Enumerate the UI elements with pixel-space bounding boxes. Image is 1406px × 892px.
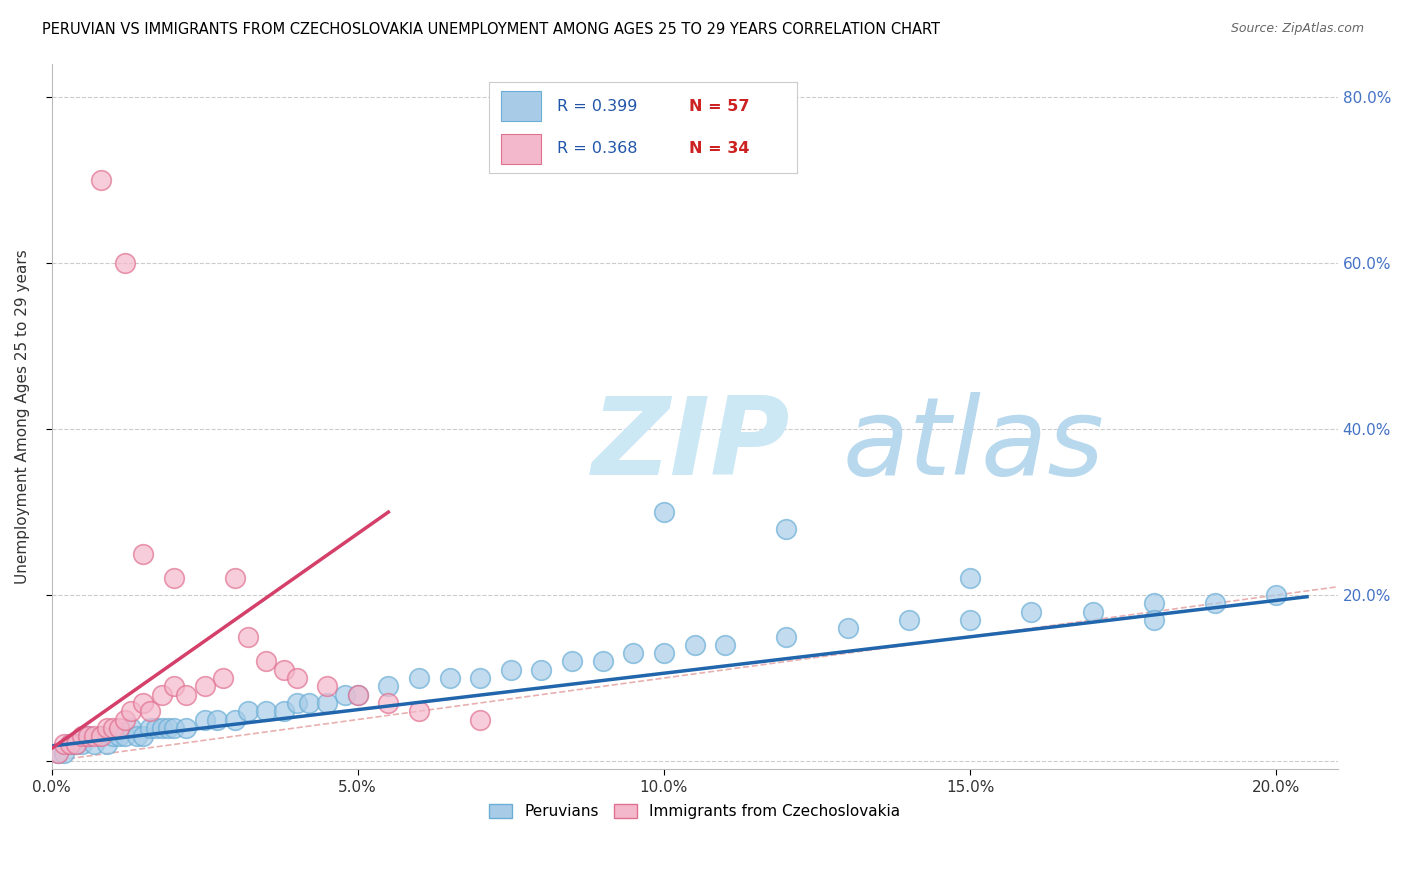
Point: [1265, 588, 1288, 602]
Point: [83, 738, 105, 752]
Point: [114, 256, 136, 270]
Point: [959, 613, 981, 627]
Point: [59, 738, 82, 752]
Point: [335, 688, 357, 702]
Point: [652, 505, 675, 519]
Point: [163, 679, 186, 693]
Point: [254, 704, 277, 718]
Point: [163, 721, 186, 735]
Point: [132, 696, 155, 710]
Point: [120, 704, 142, 718]
Point: [145, 721, 167, 735]
Point: [101, 729, 124, 743]
Point: [714, 638, 737, 652]
Point: [224, 572, 246, 586]
Point: [470, 671, 492, 685]
Point: [408, 704, 430, 718]
Point: [83, 729, 105, 743]
Point: [108, 729, 131, 743]
Point: [236, 704, 259, 718]
Point: [150, 721, 173, 735]
Point: [592, 655, 614, 669]
Point: [163, 572, 186, 586]
Point: [101, 721, 124, 735]
Point: [46, 746, 69, 760]
Point: [897, 613, 920, 627]
Point: [561, 655, 583, 669]
Point: [114, 713, 136, 727]
Point: [77, 729, 100, 743]
Point: [254, 655, 277, 669]
Point: [346, 688, 368, 702]
Text: ZIP: ZIP: [592, 392, 790, 498]
Point: [70, 729, 93, 743]
Point: [775, 522, 797, 536]
Text: atlas: atlas: [842, 392, 1104, 498]
Point: [621, 646, 644, 660]
Point: [285, 696, 308, 710]
Point: [1081, 605, 1104, 619]
Point: [1143, 613, 1166, 627]
Point: [298, 696, 321, 710]
Point: [96, 721, 118, 735]
Point: [96, 738, 118, 752]
Point: [52, 738, 75, 752]
Point: [174, 721, 197, 735]
Point: [65, 738, 87, 752]
Point: [46, 746, 69, 760]
Point: [530, 663, 553, 677]
Point: [194, 713, 217, 727]
Text: PERUVIAN VS IMMIGRANTS FROM CZECHOSLOVAKIA UNEMPLOYMENT AMONG AGES 25 TO 29 YEAR: PERUVIAN VS IMMIGRANTS FROM CZECHOSLOVAK…: [42, 22, 941, 37]
Point: [59, 738, 82, 752]
Point: [1204, 596, 1226, 610]
Point: [174, 688, 197, 702]
Point: [65, 738, 87, 752]
Point: [683, 638, 706, 652]
Point: [959, 572, 981, 586]
Y-axis label: Unemployment Among Ages 25 to 29 years: Unemployment Among Ages 25 to 29 years: [15, 249, 30, 584]
Point: [224, 713, 246, 727]
Point: [127, 729, 149, 743]
Point: [77, 729, 100, 743]
Point: [499, 663, 522, 677]
Point: [89, 729, 111, 743]
Point: [156, 721, 179, 735]
Point: [89, 729, 111, 743]
Point: [138, 721, 160, 735]
Text: Source: ZipAtlas.com: Source: ZipAtlas.com: [1230, 22, 1364, 36]
Point: [70, 738, 93, 752]
Point: [114, 729, 136, 743]
Point: [205, 713, 228, 727]
Point: [652, 646, 675, 660]
Point: [273, 663, 295, 677]
Point: [52, 746, 75, 760]
Point: [316, 679, 339, 693]
Point: [89, 173, 111, 187]
Point: [194, 679, 217, 693]
Point: [316, 696, 339, 710]
Point: [132, 729, 155, 743]
Point: [346, 688, 368, 702]
Point: [150, 688, 173, 702]
Point: [837, 621, 859, 635]
Legend: Peruvians, Immigrants from Czechoslovakia: Peruvians, Immigrants from Czechoslovaki…: [482, 797, 907, 825]
Point: [377, 696, 399, 710]
Point: [108, 721, 131, 735]
Point: [377, 679, 399, 693]
Point: [1021, 605, 1043, 619]
Point: [775, 630, 797, 644]
Point: [236, 630, 259, 644]
Point: [1143, 596, 1166, 610]
Point: [132, 547, 155, 561]
Point: [470, 713, 492, 727]
Point: [120, 721, 142, 735]
Point: [273, 704, 295, 718]
Point: [285, 671, 308, 685]
Point: [439, 671, 461, 685]
Point: [212, 671, 235, 685]
Point: [138, 704, 160, 718]
Point: [408, 671, 430, 685]
